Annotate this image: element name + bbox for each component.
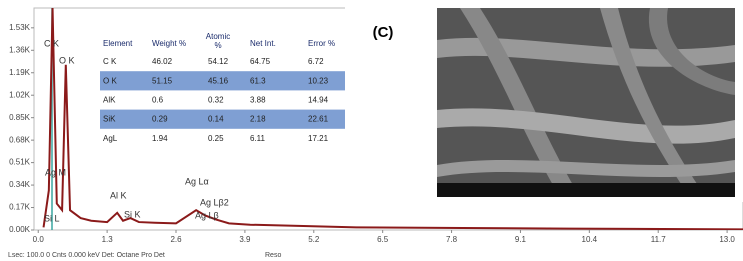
y-tick-label: 1.02K [9,90,31,99]
y-tick-label: 0.68K [9,135,31,144]
peak-label: Ag Lβ2 [200,197,229,207]
table-cell: SiK [103,115,116,124]
peak-label: Ag Lβ [195,210,219,220]
y-tick-label: 1.53K [9,23,31,32]
peak-label: C K [44,38,59,48]
table-cell: 0.29 [152,115,168,124]
x-tick-label: 6.5 [377,235,389,244]
peak-label: Si K [124,209,141,219]
table-header: Net Int. [250,39,276,48]
table-cell: 0.6 [152,96,164,105]
table-header: Element [103,39,133,48]
x-tick-label: 7.8 [446,235,458,244]
table-cell: 6.11 [250,134,266,143]
table-cell: 17.21 [308,134,329,143]
table-cell: 6.72 [308,57,324,66]
table-cell: AgL [103,134,118,143]
y-tick-label: 0.00K [9,225,31,234]
y-tick-label: 0.17K [9,203,31,212]
sem-image [437,8,735,197]
table-cell: AlK [103,96,116,105]
peak-label: Si L [44,213,60,223]
x-tick-label: 9.1 [515,235,527,244]
table-cell: O K [103,76,117,85]
y-tick-label: 0.85K [9,113,31,122]
table-cell: 1.94 [152,134,168,143]
table-header: Error % [308,39,335,48]
x-tick-label: 11.7 [651,235,667,244]
table-cell: 0.14 [208,115,224,124]
peak-label: Ag M [45,167,66,177]
peak-label: Al K [110,190,127,200]
table-cell: 2.18 [250,115,266,124]
peak-label: O K [59,55,75,65]
table-cell: 10.23 [308,76,329,85]
x-tick-label: 2.6 [170,235,182,244]
x-tick-label: 1.3 [102,235,114,244]
footer-reso: Reso [265,252,281,259]
x-tick-label: 3.9 [239,235,251,244]
y-tick-label: 0.34K [9,180,31,189]
footer-status: Lsec: 100.0 0 Cnts 0.000 keV Det: Octane… [8,252,165,259]
y-tick-label: 0.51K [9,158,31,167]
panel-label: (C) [373,24,394,41]
x-tick-label: 10.4 [582,235,598,244]
table-cell: 51.15 [152,76,173,85]
table-cell: 3.88 [250,96,266,105]
y-tick-label: 1.19K [9,68,31,77]
table-cell: 0.32 [208,96,224,105]
x-tick-label: 5.2 [308,235,320,244]
y-tick-label: 1.36K [9,45,31,54]
screenshot: 0.00K 0.17K 0.34K 0.51K 0.68K 0.85K 1.02K 1.19K… [0,0,743,261]
table-cell: 14.94 [308,96,329,105]
peak-label: Ag Lα [185,176,209,186]
table-cell: 45.16 [208,76,229,85]
table-cell: 61.3 [250,76,266,85]
table-cell: C K [103,57,117,66]
table-cell: 0.25 [208,134,224,143]
table-cell: 22.61 [308,115,329,124]
table-cell: 54.12 [208,57,229,66]
table-cell: 64.75 [250,57,271,66]
x-tick-label: 13.0 [719,235,735,244]
table-header: Weight % [152,39,186,48]
table-cell: 46.02 [152,57,173,66]
x-tick-label: 0.0 [33,235,45,244]
